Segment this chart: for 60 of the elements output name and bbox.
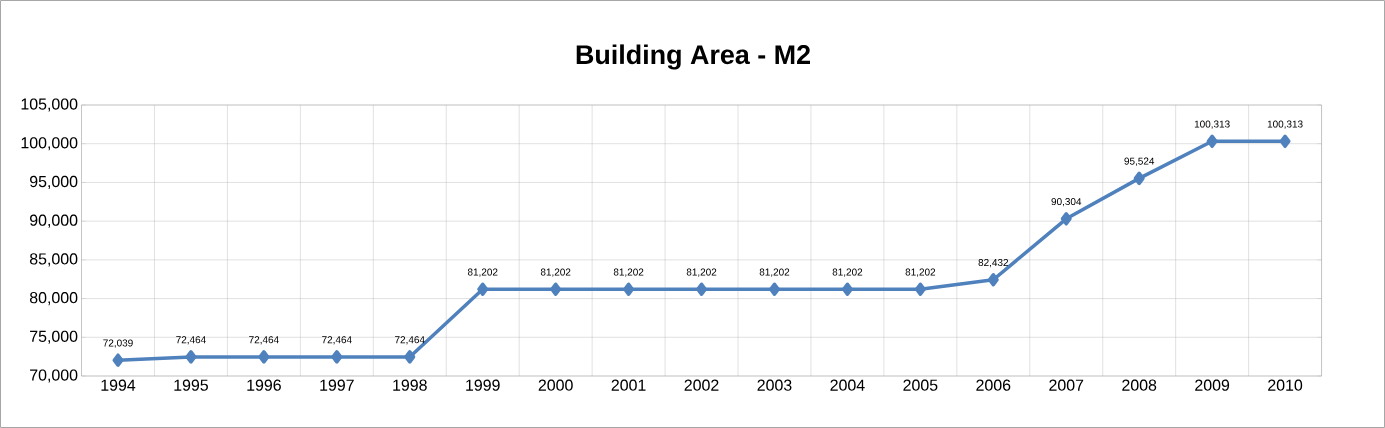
y-tick-label: 70,000 (30, 369, 78, 383)
point (404, 350, 416, 364)
x-tick-label: 2010 (1268, 379, 1303, 391)
data-label: 90,304 (1051, 198, 1082, 207)
y-tick-label: 100,000 (21, 137, 78, 151)
x-tick-label: 1996 (247, 379, 281, 391)
data-label: 81,202 (540, 268, 571, 277)
x-tick-label: 2006 (976, 379, 1011, 391)
x-tick-label: 1994 (101, 379, 136, 391)
x-tick-label: 2003 (757, 379, 792, 391)
data-label: 95,524 (1124, 157, 1155, 166)
data-label: 82,432 (978, 258, 1009, 268)
data-label: 81,202 (613, 268, 644, 277)
data-label: 72,039 (103, 339, 133, 348)
y-tick-label: 75,000 (30, 330, 78, 344)
y-tick-label: 80,000 (29, 291, 78, 306)
point (258, 350, 270, 364)
point (987, 272, 999, 287)
x-tick-label: 2007 (1049, 379, 1084, 391)
x-tick-label: 2005 (903, 379, 938, 391)
point (1133, 171, 1145, 186)
point (112, 353, 124, 367)
data-label: 72,464 (395, 336, 425, 345)
data-label: 72,464 (322, 336, 352, 345)
data-label: 81,202 (905, 268, 936, 277)
x-tick-label: 1999 (466, 379, 500, 391)
data-label: 100,313 (1267, 120, 1303, 129)
x-tick-label: 2002 (684, 379, 719, 391)
point (768, 282, 780, 297)
x-tick-label: 1998 (393, 379, 427, 391)
x-tick-label: 2001 (611, 379, 646, 391)
y-tick-label: 95,000 (30, 175, 78, 190)
chart-title: Building Area - M2 (576, 44, 810, 70)
x-tick-label: 1995 (174, 379, 208, 391)
x-tick-label: 2008 (1122, 379, 1157, 391)
point (841, 282, 853, 297)
y-tick-label: 85,000 (29, 253, 78, 267)
data-label: 81,202 (832, 268, 863, 277)
point (477, 282, 489, 297)
x-tick-label: 2009 (1195, 379, 1230, 391)
y-tick-label: 90,000 (30, 214, 78, 228)
x-tick-label: 1997 (320, 379, 354, 391)
point (623, 282, 635, 297)
x-tick-label: 2004 (830, 379, 865, 391)
point (331, 350, 343, 364)
point (185, 350, 197, 364)
y-tick-label: 105,000 (21, 98, 78, 112)
data-label: 81,202 (467, 268, 498, 277)
point (1279, 134, 1291, 149)
point (914, 282, 926, 297)
x-tick-label: 2000 (538, 379, 573, 391)
point (1206, 134, 1218, 149)
point (1060, 212, 1072, 226)
data-label: 100,313 (1194, 120, 1230, 129)
data-label: 81,202 (686, 268, 717, 277)
point (696, 282, 708, 297)
data-label: 81,202 (759, 268, 790, 277)
data-label: 72,464 (249, 336, 279, 345)
data-label: 72,464 (176, 336, 206, 345)
point (550, 282, 562, 297)
